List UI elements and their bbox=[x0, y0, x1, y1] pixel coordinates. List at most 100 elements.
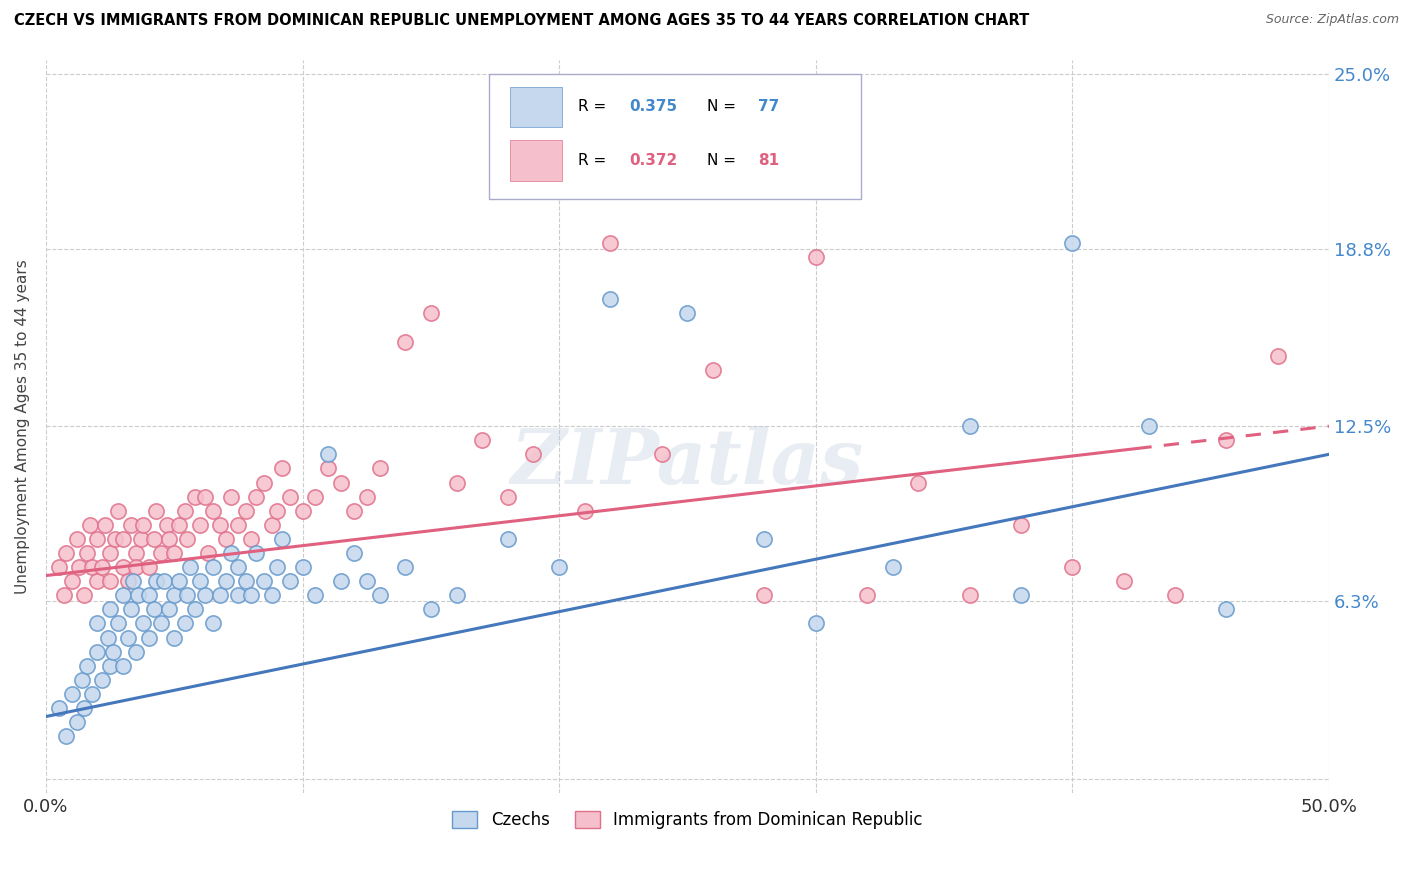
Point bbox=[209, 517, 232, 532]
Point bbox=[1062, 560, 1084, 574]
Point bbox=[856, 588, 879, 602]
Point bbox=[150, 616, 173, 631]
Point bbox=[129, 532, 152, 546]
Point bbox=[959, 419, 981, 434]
Point bbox=[155, 517, 177, 532]
FancyBboxPatch shape bbox=[510, 140, 562, 180]
Point bbox=[138, 588, 160, 602]
Point bbox=[356, 490, 378, 504]
Point bbox=[48, 560, 70, 574]
Point bbox=[138, 560, 160, 574]
Point bbox=[111, 658, 134, 673]
Point bbox=[70, 673, 93, 687]
Point bbox=[125, 546, 148, 560]
Point bbox=[163, 631, 186, 645]
Point bbox=[179, 560, 201, 574]
Text: 0.372: 0.372 bbox=[630, 153, 678, 168]
Point bbox=[651, 447, 673, 461]
Point bbox=[60, 574, 83, 589]
Point bbox=[104, 532, 127, 546]
Point bbox=[76, 546, 98, 560]
Point bbox=[145, 574, 167, 589]
Point bbox=[804, 250, 827, 264]
Point bbox=[94, 517, 117, 532]
Point bbox=[145, 504, 167, 518]
Point bbox=[548, 560, 571, 574]
Point bbox=[291, 560, 314, 574]
Point bbox=[132, 517, 155, 532]
Point bbox=[260, 588, 283, 602]
Point bbox=[754, 588, 776, 602]
Point bbox=[1164, 588, 1187, 602]
Point bbox=[278, 574, 301, 589]
Point bbox=[702, 363, 724, 377]
Point bbox=[240, 532, 263, 546]
Point bbox=[120, 517, 142, 532]
Point bbox=[79, 517, 101, 532]
Point bbox=[67, 560, 90, 574]
Point bbox=[201, 560, 224, 574]
FancyBboxPatch shape bbox=[510, 87, 562, 127]
Point bbox=[111, 532, 134, 546]
Text: N =: N = bbox=[707, 99, 741, 114]
Point bbox=[446, 475, 468, 490]
Point bbox=[197, 546, 219, 560]
Point bbox=[107, 616, 129, 631]
Point bbox=[76, 658, 98, 673]
Point bbox=[1010, 517, 1032, 532]
Point bbox=[907, 475, 929, 490]
Point bbox=[1062, 235, 1084, 250]
Point bbox=[235, 504, 257, 518]
Legend: Czechs, Immigrants from Dominican Republic: Czechs, Immigrants from Dominican Republ… bbox=[446, 804, 929, 836]
Point bbox=[201, 504, 224, 518]
Point bbox=[394, 334, 416, 349]
Point bbox=[228, 517, 250, 532]
Point bbox=[173, 504, 195, 518]
Point bbox=[138, 631, 160, 645]
Text: 81: 81 bbox=[758, 153, 779, 168]
Point bbox=[253, 574, 276, 589]
Point bbox=[1137, 419, 1160, 434]
Point bbox=[496, 490, 519, 504]
Point bbox=[343, 504, 366, 518]
Text: CZECH VS IMMIGRANTS FROM DOMINICAN REPUBLIC UNEMPLOYMENT AMONG AGES 35 TO 44 YEA: CZECH VS IMMIGRANTS FROM DOMINICAN REPUB… bbox=[14, 13, 1029, 29]
Point bbox=[111, 588, 134, 602]
Point bbox=[60, 687, 83, 701]
Point bbox=[173, 616, 195, 631]
Point bbox=[125, 560, 148, 574]
Point bbox=[86, 532, 108, 546]
Point bbox=[882, 560, 904, 574]
Point bbox=[188, 517, 211, 532]
Point bbox=[73, 701, 96, 715]
Point bbox=[163, 546, 186, 560]
Point bbox=[304, 588, 326, 602]
Point bbox=[804, 616, 827, 631]
Point bbox=[142, 532, 165, 546]
Point bbox=[86, 574, 108, 589]
Point bbox=[153, 574, 176, 589]
Point bbox=[235, 574, 257, 589]
Point bbox=[101, 645, 124, 659]
Point bbox=[522, 447, 544, 461]
Point bbox=[66, 532, 89, 546]
Point bbox=[304, 490, 326, 504]
Point bbox=[169, 574, 191, 589]
Point bbox=[184, 490, 207, 504]
Point bbox=[253, 475, 276, 490]
Text: Source: ZipAtlas.com: Source: ZipAtlas.com bbox=[1265, 13, 1399, 27]
Point bbox=[117, 631, 139, 645]
Point bbox=[132, 616, 155, 631]
Point bbox=[209, 588, 232, 602]
Point bbox=[1267, 349, 1289, 363]
Point bbox=[219, 490, 242, 504]
Point bbox=[91, 673, 114, 687]
Text: 0.375: 0.375 bbox=[630, 99, 678, 114]
Point bbox=[245, 546, 267, 560]
Point bbox=[194, 588, 217, 602]
Text: 77: 77 bbox=[758, 99, 779, 114]
Point bbox=[96, 631, 118, 645]
Point bbox=[73, 588, 96, 602]
Point bbox=[1112, 574, 1135, 589]
Point bbox=[176, 532, 198, 546]
Point bbox=[157, 532, 180, 546]
